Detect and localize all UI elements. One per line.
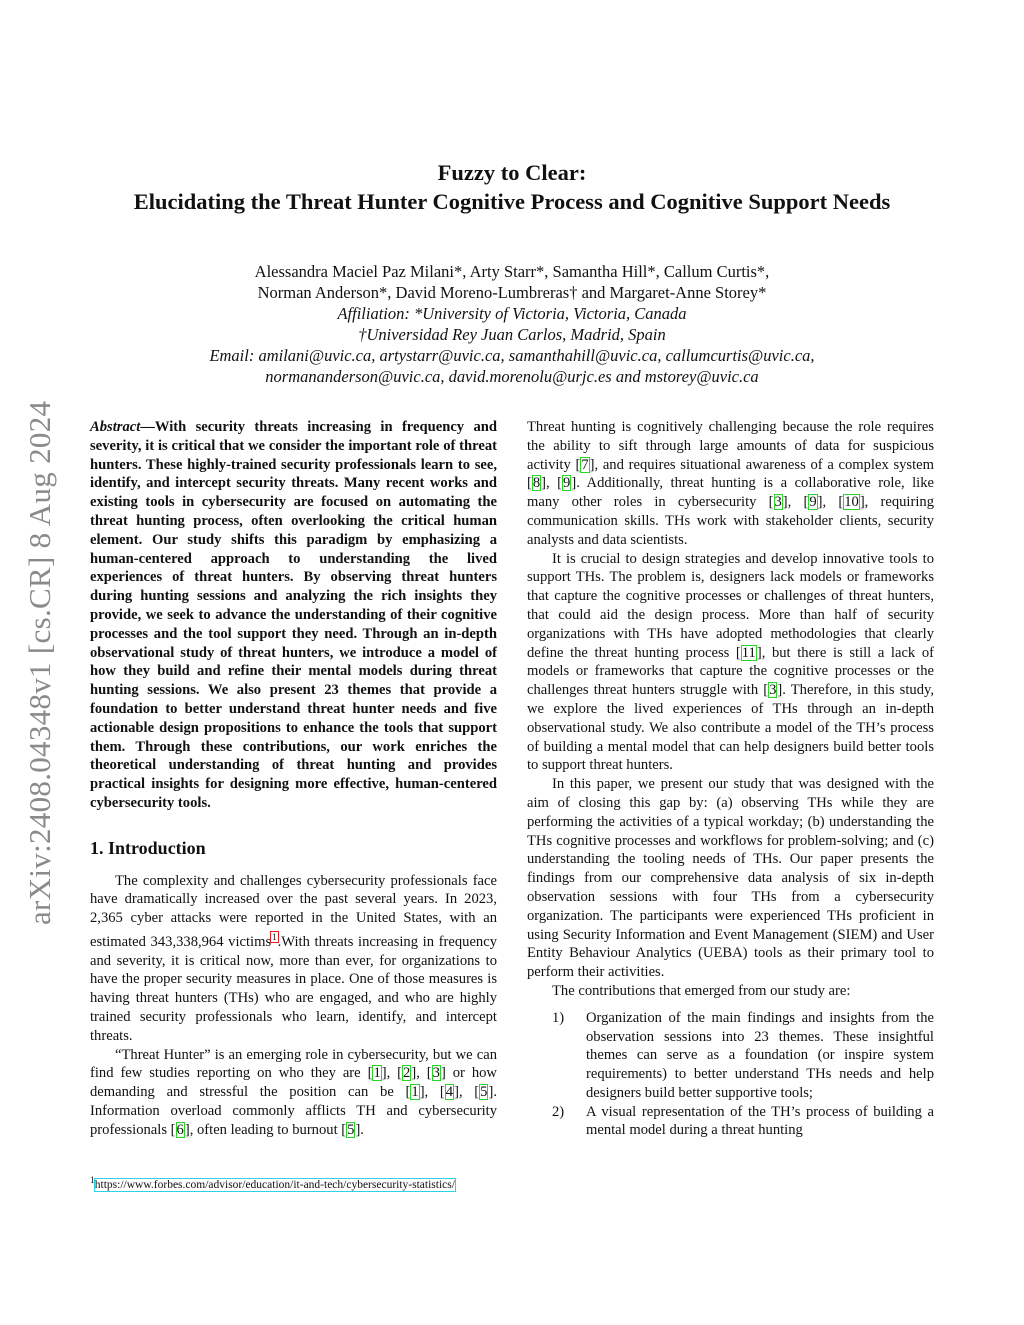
introduction-body: The complexity and challenges cybersecur… [90,872,497,1140]
text-run: “Threat Hunter” is an emerging role in c… [90,1046,497,1082]
text-run: ]. Additionally, threat hunting is a col… [527,475,934,511]
emails-line-1: Email: amilani@uvic.ca, artystarr@uvic.c… [209,346,815,365]
abstract: Abstract—With security threats increasin… [90,418,497,813]
abstract-label: Abstract [90,419,141,435]
citation-link[interactable]: 5 [346,1121,356,1138]
emails-line-2: normananderson@uvic.ca, david.morenolu@u… [265,367,759,386]
citation-link[interactable]: 6 [175,1121,185,1138]
section-heading-introduction: 1. Introduction [90,837,206,858]
text-run: ], often leading to burnout [ [184,1121,347,1138]
text-run: In this paper, we present our study that… [527,776,934,981]
text-run: ], and requires situational awareness of… [527,456,934,492]
text-run: The complexity and challenges cybersecur… [90,872,497,950]
text-run: Threat hunting is cognitively challengin… [527,419,934,473]
footnote-link[interactable]: https://www.forbes.com/advisor/education… [93,1177,456,1192]
title-line-1: Fuzzy to Clear: [437,160,587,185]
list-text: A visual representation of the TH’s proc… [586,1103,934,1139]
text-run: It is crucial to design strategies and d… [527,550,934,661]
title-line-2: Elucidating the Threat Hunter Cognitive … [133,189,891,214]
paper-title: Fuzzy to Clear: Elucidating the Threat H… [0,158,1024,216]
citation-link[interactable]: 4 [444,1084,455,1101]
authors-line-1: Alessandra Maciel Paz Milani*, Arty Star… [254,262,770,281]
contribution-item: 2) A visual representation of the TH’s pr… [527,1103,934,1141]
text-run: ], [ [454,1084,480,1101]
text-run: ]. Information overload commonly afflict… [90,1084,497,1138]
citation-link[interactable]: 8 [531,475,542,492]
author-block: Alessandra Maciel Paz Milani*, Arty Star… [0,261,1024,387]
citation-link[interactable]: 9 [562,475,572,492]
authors-line-2: Norman Anderson*, David Moreno-Lumbreras… [257,283,767,302]
text-run: The contributions that emerged from our … [552,982,851,999]
text-run: ], [ [541,475,563,492]
footnote-ref-link[interactable]: 1 [270,930,279,943]
paragraph: The complexity and challenges cybersecur… [90,872,497,1046]
contribution-item: 1) Organization of the main findings and … [527,1009,934,1103]
text-run: ], [ [817,494,844,511]
citation-link[interactable]: 3 [768,682,778,699]
list-number: 1) [552,1009,565,1026]
affiliation-1: Affiliation: *University of Victoria, Vi… [337,304,687,323]
paragraph: In this paper, we present our study that… [527,775,934,982]
citation-link[interactable]: 9 [808,494,818,511]
contributions-list: 1) Organization of the main findings and … [527,1009,934,1141]
citation-link[interactable]: 1 [410,1084,420,1101]
citation-link[interactable]: 7 [580,456,590,473]
text-run: ] or how demanding and stressful the pos… [90,1065,497,1101]
footnote-mark: 1 [90,1175,95,1186]
paragraph: The contributions that emerged from our … [527,982,934,1001]
citation-link[interactable]: 2 [402,1065,412,1082]
text-run: ], [ [782,494,809,511]
text-run: ], [ [411,1065,432,1082]
text-run: ], requiring communication skills. THs w… [527,494,934,548]
citation-link[interactable]: 1 [372,1065,382,1082]
text-run: ], [ [381,1065,403,1082]
arxiv-identifier-stamp: arXiv:2408.04348v1 [cs.CR] 8 Aug 2024 [22,400,57,925]
affiliation-2: †Universidad Rey Juan Carlos, Madrid, Sp… [358,325,666,344]
left-column: Abstract—With security threats increasin… [90,418,497,1140]
citation-link[interactable]: 3 [431,1065,441,1082]
text-run: ], [ [419,1084,445,1101]
abstract-text: —With security threats increasing in fre… [90,419,497,811]
citation-link[interactable]: 3 [773,494,783,511]
citation-link[interactable]: 5 [479,1084,489,1101]
paragraph: “Threat Hunter” is an emerging role in c… [90,1046,497,1140]
list-text: Organization of the main findings and in… [586,1009,934,1101]
right-column-body: Threat hunting is cognitively challengin… [527,418,934,1001]
text-run: ]. [355,1121,364,1138]
right-column: Threat hunting is cognitively challengin… [527,418,934,1140]
citation-link[interactable]: 11 [740,644,757,661]
footnote: 1https://www.forbes.com/advisor/educatio… [90,1172,500,1194]
text-run: .With threats increasing in frequency an… [90,933,497,1044]
text-run: ]. Therefore, in this study, we explore … [527,682,934,774]
text-run: ], but there is still a lack of models o… [527,644,934,699]
citation-link[interactable]: 10 [843,494,860,511]
paragraph: Threat hunting is cognitively challengin… [527,418,934,550]
list-number: 2) [552,1103,565,1120]
paragraph: It is crucial to design strategies and d… [527,550,934,776]
